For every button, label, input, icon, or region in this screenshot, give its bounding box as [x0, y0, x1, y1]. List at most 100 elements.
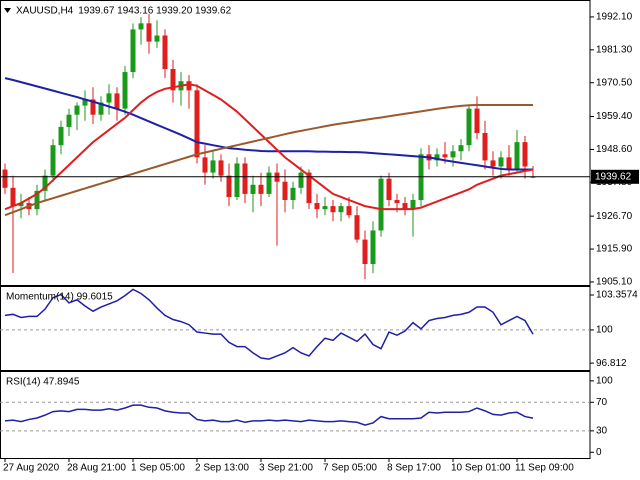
- candle-body: [202, 157, 208, 173]
- candle-body: [522, 142, 528, 167]
- candle-body: [434, 154, 440, 161]
- candle-body: [394, 200, 400, 204]
- y-tick-label: 103.3574: [596, 290, 638, 301]
- candle-body: [314, 203, 320, 210]
- candle-body: [114, 93, 120, 109]
- candle-body: [466, 108, 472, 146]
- panel-title: Momentum(14) 99.6015: [6, 292, 113, 303]
- x-tick-label: 2 Sep 13:00: [195, 463, 249, 474]
- y-tick-label: 1915.90: [596, 244, 633, 255]
- candle-body: [74, 105, 80, 115]
- indicator-line: [4, 103, 533, 217]
- candle-body: [282, 181, 288, 201]
- candle-body: [458, 145, 464, 152]
- candle-body: [330, 206, 336, 213]
- indicator-line: [4, 83, 534, 211]
- y-tick-label: 30: [596, 425, 608, 436]
- candle-body: [138, 23, 144, 30]
- candle-body: [298, 172, 304, 188]
- candle-body: [506, 157, 512, 170]
- collapse-icon: [4, 8, 11, 13]
- y-tick-label: 1926.70: [596, 211, 633, 222]
- indicator-line: [4, 404, 534, 426]
- panel-title: RSI(14) 47.8945: [6, 377, 80, 388]
- candle-body: [402, 203, 408, 210]
- candle-body: [98, 102, 104, 115]
- candle-body: [218, 160, 224, 176]
- candle-body: [50, 145, 56, 176]
- candle-body: [410, 200, 416, 210]
- x-tick-label: 10 Sep 01:00: [451, 463, 511, 474]
- candle-body: [194, 90, 200, 158]
- x-tick-label: 27 Aug 2020: [3, 463, 60, 474]
- y-tick-label: 0: [596, 447, 602, 458]
- candle-body: [322, 206, 328, 210]
- candle-body: [170, 69, 176, 91]
- candle-body: [242, 163, 248, 194]
- candle-body: [122, 72, 128, 109]
- y-tick-label: 1992.10: [596, 12, 633, 23]
- candle-body: [514, 142, 520, 170]
- y-tick-label: 96.812: [596, 358, 627, 369]
- indicator-line: [4, 288, 534, 360]
- candle-body: [378, 178, 384, 231]
- panel-border: [0, 0, 591, 286]
- candle-body: [154, 35, 160, 42]
- candle-body: [346, 206, 352, 216]
- candle-body: [130, 29, 136, 73]
- x-tick-label: 1 Sep 05:00: [131, 463, 185, 474]
- candle-body: [106, 93, 112, 103]
- candle-body: [498, 157, 504, 167]
- candle-body: [82, 99, 88, 106]
- candle-body: [290, 187, 296, 201]
- candle-body: [338, 206, 344, 213]
- y-tick-label: 1905.10: [596, 277, 633, 288]
- candle-body: [42, 175, 48, 191]
- candle-body: [90, 99, 96, 115]
- candle-body: [266, 172, 272, 194]
- x-tick-label: 28 Aug 21:00: [67, 463, 126, 474]
- y-tick-label: 1970.50: [596, 77, 633, 88]
- candle-body: [250, 184, 256, 194]
- candle-body: [18, 203, 24, 207]
- y-tick-label: 1981.30: [596, 44, 633, 55]
- candle-body: [306, 172, 312, 204]
- candle-body: [66, 114, 72, 127]
- candle-body: [10, 187, 16, 207]
- candle-body: [226, 175, 232, 197]
- x-tick-label: 11 Sep 09:00: [515, 463, 574, 474]
- candle-body: [2, 169, 8, 188]
- panel-border: [0, 286, 591, 371]
- candle-body: [210, 160, 216, 173]
- candle-body: [234, 163, 240, 197]
- candle-body: [450, 151, 456, 158]
- panel-title: XAUUSD,H4: [16, 6, 74, 17]
- indicator-line: [4, 77, 533, 171]
- candle-body: [186, 81, 192, 91]
- y-tick-label: 1959.40: [596, 111, 633, 122]
- candle-body: [386, 178, 392, 201]
- candle-body: [354, 215, 360, 240]
- y-tick-label: 100: [596, 375, 613, 386]
- x-tick-label: 3 Sep 21:00: [259, 463, 313, 474]
- y-tick-label: 70: [596, 397, 608, 408]
- candle-body: [490, 160, 496, 167]
- x-tick-label: 8 Sep 17:00: [387, 463, 441, 474]
- y-tick-label: 1948.60: [596, 144, 633, 155]
- candle-body: [362, 239, 368, 264]
- candle-body: [370, 230, 376, 264]
- price-box: [591, 169, 639, 184]
- ohlc-values: 1939.67 1943.16 1939.20 1939.62: [78, 6, 231, 17]
- panel-border: [0, 371, 591, 459]
- candle-body: [258, 184, 264, 194]
- candle-body: [474, 108, 480, 133]
- candle-body: [442, 154, 448, 158]
- candle-body: [146, 23, 152, 42]
- y-tick-label: 100: [596, 325, 613, 336]
- price-label: 1939.62: [595, 171, 632, 182]
- candle-body: [162, 35, 168, 70]
- candle-body: [34, 190, 40, 210]
